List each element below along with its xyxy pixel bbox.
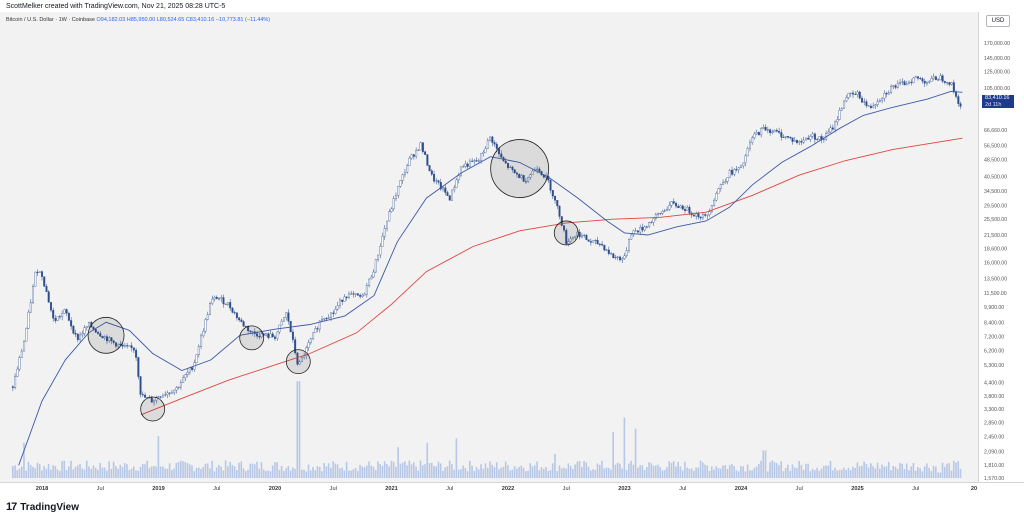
- bar-countdown: 2d 11h: [985, 101, 1002, 108]
- last-price-tag: 83,410.16 2d 11h: [982, 95, 1014, 108]
- last-price-value: 83,410.16: [985, 95, 1010, 101]
- time-axis[interactable]: [0, 482, 1024, 495]
- chart-plot-area[interactable]: [0, 12, 978, 482]
- close-value: C83,410.16: [185, 17, 215, 23]
- currency-button[interactable]: USD: [986, 15, 1010, 27]
- symbol-label: Bitcoin / U.S. Dollar · 1W · Coinbase: [6, 17, 95, 23]
- change-value: −10,773.81 (−11.44%): [215, 17, 271, 23]
- tradingview-brand[interactable]: 17 TradingView: [6, 500, 79, 514]
- brand-name: TradingView: [20, 501, 79, 513]
- open-value: O94,182.03: [96, 17, 126, 23]
- low-value: L80,524.65: [156, 17, 185, 23]
- high-value: H85,950.00: [126, 17, 156, 23]
- chart-credit: ScottMelker created with TradingView.com…: [6, 3, 226, 10]
- price-axis[interactable]: [978, 12, 1024, 482]
- symbol-legend[interactable]: Bitcoin / U.S. Dollar · 1W · Coinbase O9…: [6, 17, 270, 23]
- tradingview-logo-icon: 17: [6, 501, 17, 513]
